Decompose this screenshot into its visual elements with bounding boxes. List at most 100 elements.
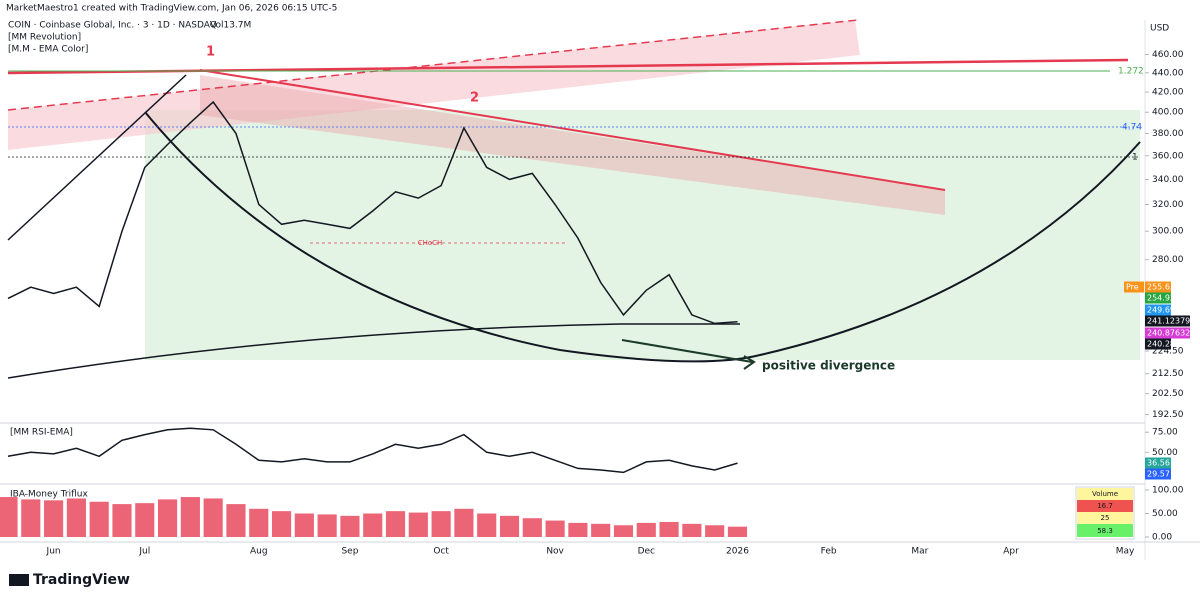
bar xyxy=(522,518,542,537)
price-badge-label: 29.57 xyxy=(1147,470,1170,479)
price-badge-label: 241.123791 xyxy=(1147,317,1195,326)
y-tick-label: 400.00 xyxy=(1152,108,1184,118)
bar xyxy=(363,513,383,537)
price-badge-label: 254.92 xyxy=(1147,294,1175,303)
bar xyxy=(545,520,565,537)
band xyxy=(200,75,945,215)
bar xyxy=(203,498,223,537)
line xyxy=(7,427,738,474)
x-tick-label: Jul xyxy=(138,547,150,557)
y-tick-label: 340.00 xyxy=(1152,175,1184,185)
volume-cell: 25 xyxy=(1101,514,1110,522)
bar xyxy=(340,515,360,537)
bar xyxy=(408,512,428,537)
price-badge-label: 240.876329 xyxy=(1147,329,1195,338)
cell xyxy=(1077,512,1133,524)
x-tick-label: Jun xyxy=(46,547,61,557)
y-tick-label: 224.50 xyxy=(1152,347,1184,357)
price-badge xyxy=(1145,457,1171,469)
pane-title: IBA-Money Triflux xyxy=(10,490,88,500)
bar xyxy=(477,513,497,537)
price-badge-label: 249.69 xyxy=(1147,306,1175,315)
cell xyxy=(1077,488,1133,500)
y-tick-label: 212.50 xyxy=(1152,369,1184,379)
bar xyxy=(0,497,18,537)
y-tick-label: 75.00 xyxy=(1152,428,1178,438)
price-badge xyxy=(1124,281,1144,293)
annotation: 1.272 xyxy=(1118,67,1144,77)
trendline xyxy=(199,69,946,191)
volume: Vol13.7M xyxy=(210,21,251,31)
x-tick-label: Dec xyxy=(638,547,655,557)
x-tick-label: May xyxy=(1116,547,1135,557)
price-badge xyxy=(1145,281,1171,293)
x-tick-label: Sep xyxy=(341,547,358,557)
y-tick-label: 320.00 xyxy=(1152,200,1184,210)
symbol: COIN · Coinbase Global, Inc. · 3 · 1D · … xyxy=(8,21,217,31)
y-tick-label: 440.00 xyxy=(1152,68,1184,78)
price-badge-label: 36.56 xyxy=(1147,459,1170,468)
annotation: 1 xyxy=(206,45,215,60)
arrow-head xyxy=(743,355,756,370)
line xyxy=(7,100,738,325)
cell xyxy=(1077,500,1133,512)
bar xyxy=(21,499,41,537)
bar xyxy=(249,508,269,537)
bar xyxy=(568,522,588,537)
bar xyxy=(385,511,406,537)
trendline xyxy=(7,74,187,241)
band xyxy=(8,20,860,150)
y-tick-label: 50.00 xyxy=(1152,509,1178,519)
x-tick-label: Apr xyxy=(1003,547,1019,557)
brand: TradingView xyxy=(33,572,130,588)
bar xyxy=(499,515,520,537)
annotation: 4.74 xyxy=(1122,123,1142,133)
zone xyxy=(145,110,1140,360)
moving-average xyxy=(7,323,740,379)
y-tick-label: 202.50 xyxy=(1152,389,1184,399)
x-tick-label: Aug xyxy=(250,547,268,557)
bar xyxy=(180,497,200,537)
y-tick-label: 300.00 xyxy=(1152,227,1184,237)
x-tick-label: Mar xyxy=(911,547,928,557)
annotation: 1 xyxy=(1132,153,1138,163)
y-tick-label: 0.00 xyxy=(1152,533,1172,543)
bar xyxy=(636,522,656,537)
y-tick-label: 100.00 xyxy=(1152,486,1184,496)
bar xyxy=(226,504,246,537)
bar xyxy=(157,499,178,537)
price-badge xyxy=(1145,327,1190,339)
x-tick-label: Feb xyxy=(821,547,837,557)
bar xyxy=(66,498,86,537)
price-badge-label: Pre xyxy=(1126,283,1139,292)
x-tick-label: Oct xyxy=(433,547,449,557)
bar xyxy=(613,525,634,537)
credit: MarketMaestro1 created with TradingView.… xyxy=(6,4,337,14)
price-badge xyxy=(1145,338,1171,350)
volume-cell: 16.7 xyxy=(1097,502,1113,510)
x-tick-label: 2026 xyxy=(726,547,749,557)
bar xyxy=(591,523,611,537)
bar xyxy=(44,500,64,537)
y-tick-label: 380.00 xyxy=(1152,129,1184,139)
indicator: [MM Revolution] xyxy=(8,33,81,43)
pane-title: [MM RSI-EMA] xyxy=(10,428,73,438)
y-tick-label: 360.00 xyxy=(1152,151,1184,161)
bar xyxy=(135,503,155,537)
bar xyxy=(271,511,292,537)
y-tick-label: 420.00 xyxy=(1152,88,1184,98)
price-badge xyxy=(1145,304,1171,316)
bar xyxy=(454,508,474,537)
bar xyxy=(682,523,702,537)
cup-arc xyxy=(144,111,1141,363)
y-tick-label: 280.00 xyxy=(1152,255,1184,265)
bar xyxy=(112,504,132,537)
price-badge-label: 240.28 xyxy=(1147,340,1175,349)
annotation: CHoCH xyxy=(418,239,443,247)
y-tick-label: 50.00 xyxy=(1152,448,1178,458)
bar xyxy=(727,526,748,537)
price-badge xyxy=(1145,315,1190,327)
price-badge xyxy=(1145,292,1171,304)
volume-title: Volume xyxy=(1092,490,1118,498)
